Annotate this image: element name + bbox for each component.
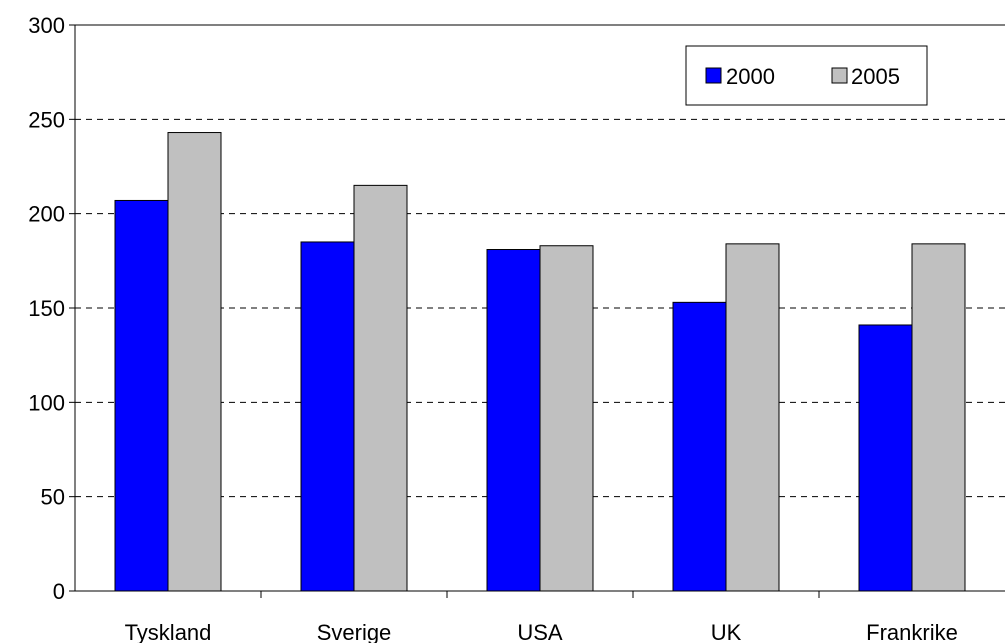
bars (114, 132, 966, 592)
legend-label-2000: 2000 (726, 64, 775, 89)
y-tick-label: 250 (28, 107, 65, 132)
x-tick-label-sverige: Sverige (317, 620, 392, 643)
y-tick-label: 200 (28, 202, 65, 227)
bar-2000-usa (486, 249, 541, 592)
legend-swatch-2005 (831, 67, 848, 84)
bar-2005-sverige (353, 184, 408, 592)
bar-2000-frankrike (858, 324, 913, 592)
y-tick-label: 0 (53, 579, 65, 604)
legend: 2000 2005 (685, 45, 928, 106)
x-tick-label-tyskland: Tyskland (125, 620, 212, 643)
legend-label-2005: 2005 (851, 64, 900, 89)
x-tick-label-frankrike: Frankrike (866, 620, 958, 643)
bar-2005-uk (725, 243, 780, 592)
y-tick-label: 50 (41, 485, 65, 510)
bar-2000-uk (672, 301, 727, 592)
legend-box (685, 45, 928, 106)
x-tick-label-usa: USA (517, 620, 563, 643)
y-tick-label: 100 (28, 390, 65, 415)
bar-2005-tyskland (167, 132, 222, 592)
legend-swatch-2000 (705, 67, 722, 84)
bar-2005-usa (539, 245, 594, 592)
x-ticks: Tyskland Sverige USA UK Frankrike (125, 591, 958, 643)
y-tick-label: 300 (28, 13, 65, 38)
x-tick-label-uk: UK (711, 620, 742, 643)
bar-2000-tyskland (114, 199, 169, 592)
bar-2000-sverige (300, 241, 355, 592)
bar-2005-frankrike (911, 243, 966, 592)
y-tick-label: 150 (28, 296, 65, 321)
y-ticks: 0 50 100 150 200 250 300 (28, 13, 75, 604)
